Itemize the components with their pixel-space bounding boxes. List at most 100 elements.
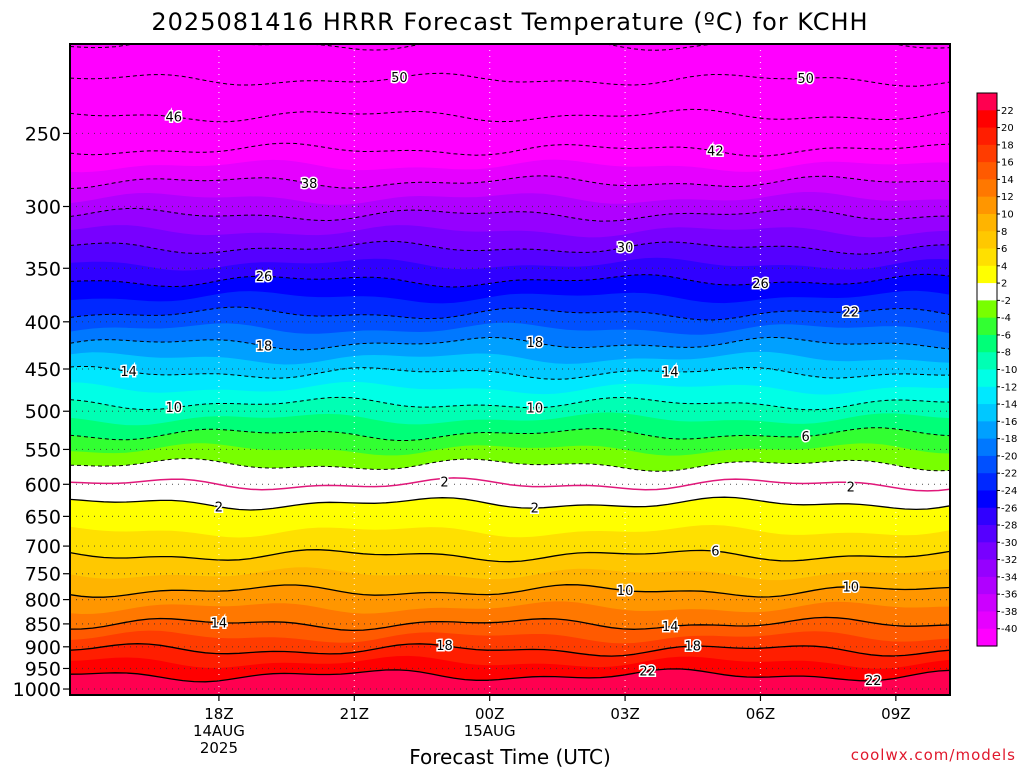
isotherm-contour — [70, 273, 950, 288]
contour-label: 30 — [617, 241, 634, 256]
legend-swatch — [977, 455, 997, 474]
x-axis-label: Forecast Time (UTC) — [409, 745, 611, 768]
legend-swatch — [977, 542, 997, 561]
x-tick-label: 00Z — [475, 705, 504, 723]
legend-swatch — [977, 196, 997, 215]
y-tick-label: 700 — [25, 536, 61, 558]
contour-label: 10 — [842, 580, 859, 595]
legend-label: -28 — [1001, 521, 1017, 532]
contour-label: 2 — [531, 502, 539, 517]
legend-swatch — [977, 490, 997, 509]
contour-label: 50 — [391, 71, 408, 86]
y-tick-label: 300 — [25, 197, 61, 219]
y-tick-label: 900 — [25, 637, 61, 659]
legend-swatch — [977, 421, 997, 440]
legend-swatch — [977, 525, 997, 543]
contour-label: 14 — [662, 620, 679, 635]
isotherm-contour — [70, 336, 950, 351]
legend-swatch — [977, 144, 997, 163]
isotherm-contour — [70, 306, 950, 321]
legend-swatch — [977, 594, 997, 613]
legend-swatch — [977, 507, 997, 526]
legend-label: -26 — [1001, 503, 1017, 514]
legend-swatch — [977, 300, 997, 319]
contour-label: 18 — [256, 339, 273, 354]
legend-label: 20 — [1001, 123, 1014, 134]
contour-label: 26 — [752, 277, 769, 292]
legend-label: -4 — [1001, 313, 1011, 324]
contour-label: 14 — [211, 616, 228, 631]
legend-label: 8 — [1001, 227, 1007, 238]
legend-label: -2 — [1001, 296, 1011, 307]
legend-label: -16 — [1001, 417, 1017, 428]
legend-swatch — [977, 386, 997, 405]
contour-label: 22 — [865, 674, 882, 689]
isotherm-contour — [70, 396, 950, 411]
legend-swatch — [977, 438, 997, 457]
y-tick-label: 350 — [25, 258, 61, 280]
x-tick-label: 21Z — [340, 705, 369, 723]
legend-label: -40 — [1001, 624, 1017, 635]
legend-swatch — [977, 248, 997, 267]
x-tick-label: 06Z — [746, 705, 775, 723]
legend-label: -8 — [1001, 348, 1011, 359]
y-tick-label: 400 — [25, 312, 61, 334]
isotherm-contour — [70, 108, 950, 123]
y-tick-label: 500 — [25, 401, 61, 423]
legend-label: 2 — [1001, 279, 1007, 290]
isotherm-contour — [70, 207, 950, 222]
legend-label: -18 — [1001, 434, 1017, 445]
legend-swatch — [977, 473, 997, 492]
legend-label: -34 — [1001, 572, 1017, 583]
legend-label: -20 — [1001, 451, 1017, 462]
y-tick-label: 600 — [25, 474, 61, 496]
legend-swatch — [977, 334, 997, 353]
legend-label: 6 — [1001, 244, 1007, 255]
legend-swatch — [977, 213, 997, 232]
legend-swatch — [977, 179, 997, 198]
legend-swatch — [977, 369, 997, 388]
contour-label: 26 — [256, 270, 273, 285]
legend-swatch — [977, 162, 997, 181]
y-tick-label: 650 — [25, 506, 61, 528]
isotherm-contour — [70, 496, 950, 511]
contour-label: 22 — [842, 306, 859, 321]
contour-label: 18 — [436, 639, 453, 654]
contour-label: 6 — [711, 545, 719, 560]
y-tick-label: 1000 — [13, 679, 61, 701]
isotherm-contour — [70, 584, 950, 598]
legend-swatch — [977, 283, 997, 301]
credit-text: coolwx.com/models — [851, 746, 1016, 764]
isotherm-contour — [70, 616, 950, 632]
legend-label: 14 — [1001, 175, 1014, 186]
isotherm-contour — [70, 142, 950, 157]
legend-swatch — [977, 231, 997, 250]
y-tick-label: 850 — [25, 614, 61, 636]
contour-label: 10 — [166, 401, 183, 416]
legend-swatch — [977, 93, 997, 111]
legend-swatch — [977, 611, 997, 630]
contour-label: 2 — [440, 475, 448, 490]
legend-label: -24 — [1001, 486, 1017, 497]
isotherm-contour — [70, 240, 950, 255]
legend-swatch — [977, 559, 997, 578]
legend-label: -14 — [1001, 400, 1017, 411]
legend-label: 12 — [1001, 192, 1014, 203]
isotherm-contour — [70, 365, 950, 380]
contour-label: 14 — [120, 365, 137, 380]
y-tick-label: 250 — [25, 123, 61, 145]
legend-label: -12 — [1001, 382, 1017, 393]
legend-label: -22 — [1001, 469, 1017, 480]
legend-swatch — [977, 127, 997, 146]
y-tick-label: 750 — [25, 564, 61, 586]
y-tick-label: 550 — [25, 439, 61, 461]
contour-label: 38 — [301, 177, 318, 192]
contour-label: 18 — [684, 640, 701, 655]
y-axis: 2503003504004505005506006507007508008509… — [13, 123, 70, 701]
x-tick-label: 09Z — [881, 705, 910, 723]
x-tick-label: 2025 — [200, 739, 238, 757]
legend-label: -36 — [1001, 590, 1017, 601]
contour-label: 10 — [527, 401, 544, 416]
color-legend: 22 20 18 16 14 12 10 8 6 4 2 -2 -4 -6 -8 -10 -12 -14 -16 -1… — [976, 92, 1017, 647]
